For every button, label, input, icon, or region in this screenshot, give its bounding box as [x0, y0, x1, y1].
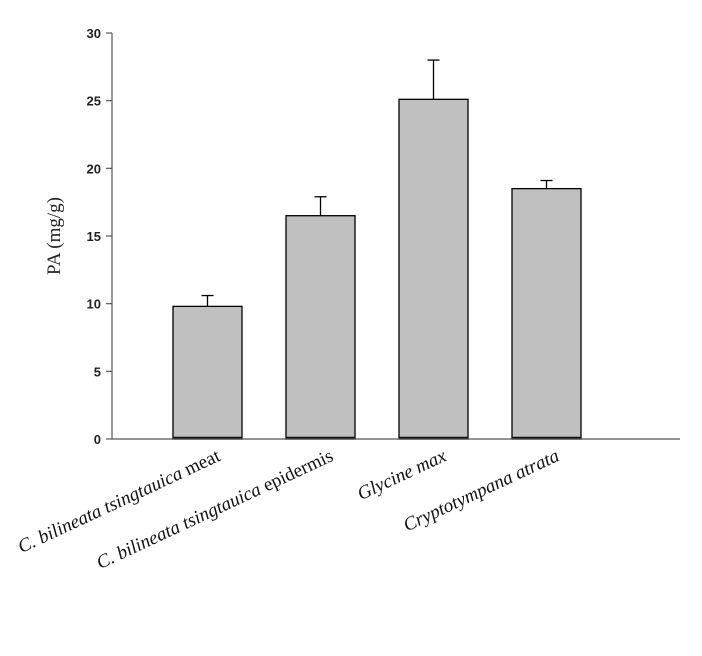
y-tick-label: 10	[87, 297, 101, 312]
x-category-label: Glycine max	[354, 445, 450, 505]
y-tick-label: 25	[87, 94, 101, 109]
category-upright-part: epidermis	[256, 445, 337, 498]
bar	[398, 98, 469, 440]
error-bars	[201, 59, 553, 307]
y-tick-label: 5	[94, 364, 101, 379]
y-tick-label: 0	[94, 432, 101, 447]
y-tick-label: 30	[87, 26, 101, 41]
category-italic-part: Glycine max	[354, 445, 450, 505]
y-axis-label: PA (mg/g)	[44, 197, 65, 275]
bar	[172, 305, 243, 440]
category-upright-part: meat	[177, 445, 224, 482]
y-tick-label: 15	[87, 229, 101, 244]
y-tick-label: 20	[87, 161, 101, 176]
bar	[511, 187, 582, 440]
x-category-label: C. bilineata tsingtauica meat	[15, 445, 224, 558]
bar	[285, 215, 356, 440]
y-axis-ticks: 0 5 10 15 20 25 30	[87, 26, 112, 447]
bars	[172, 98, 582, 440]
